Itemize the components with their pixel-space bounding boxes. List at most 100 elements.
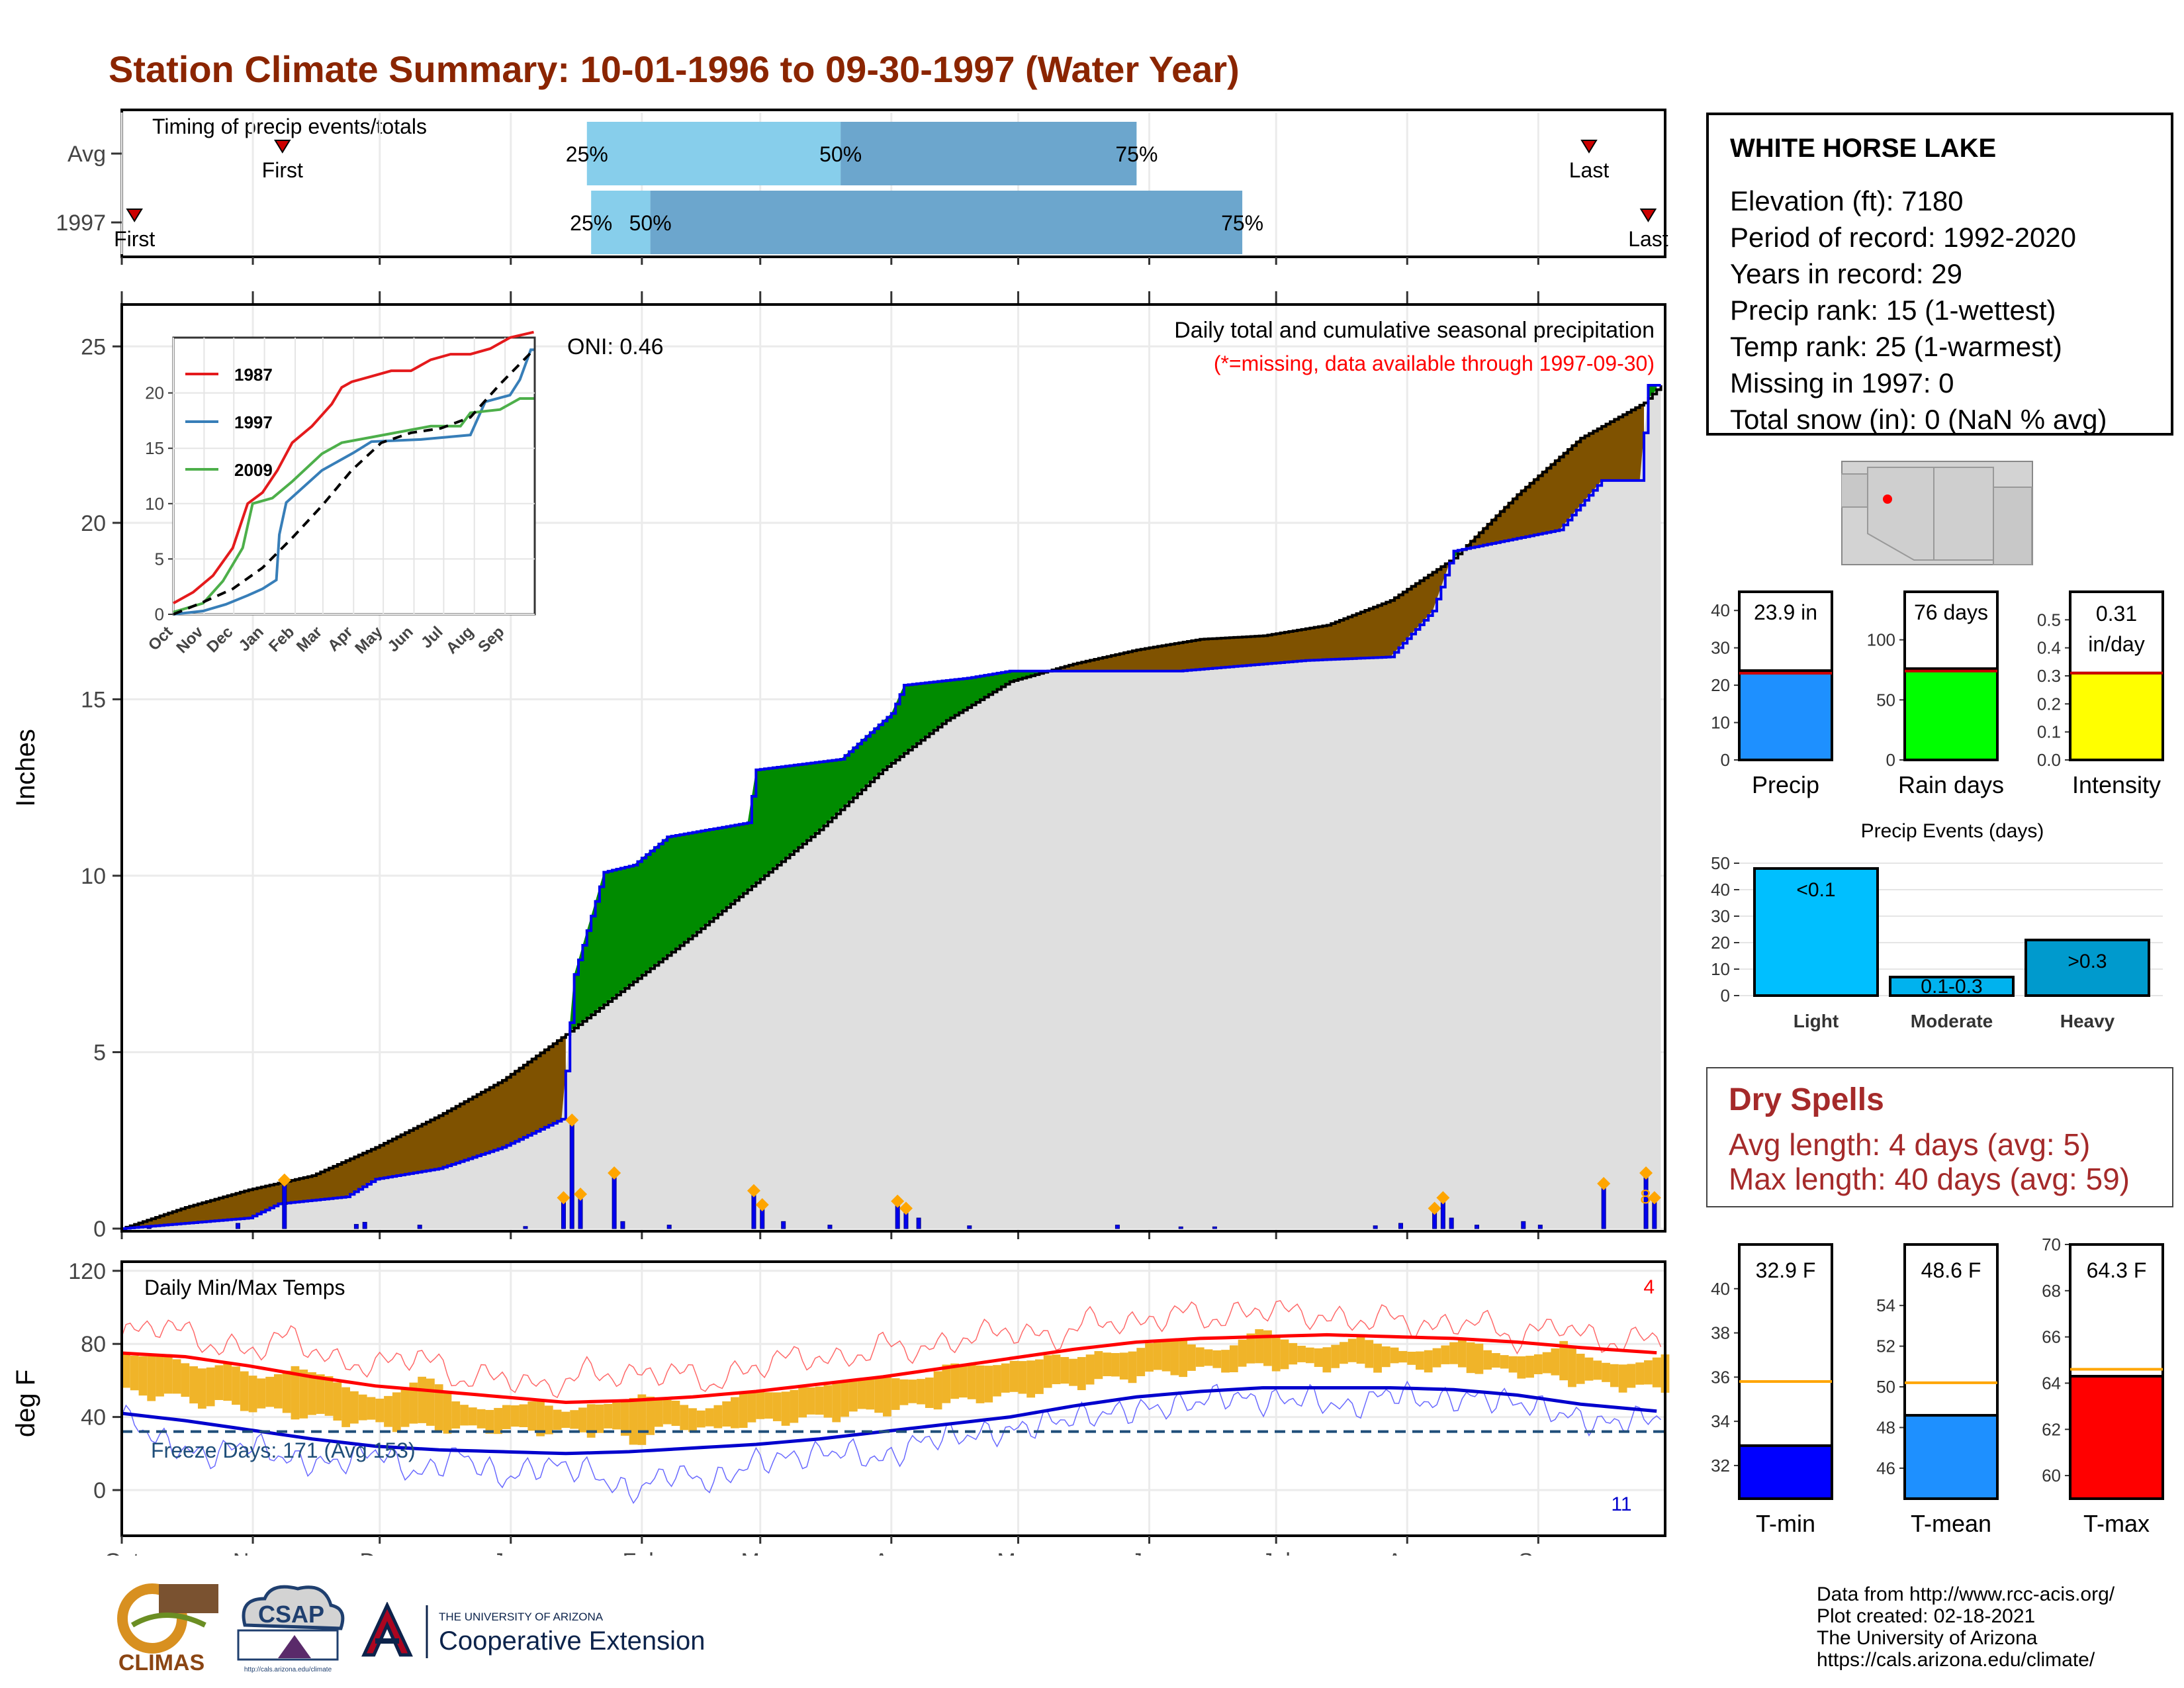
timing-p75-label: 75% bbox=[1221, 211, 1263, 235]
temp-range-bar bbox=[1263, 1330, 1272, 1366]
temp-range-bar bbox=[976, 1365, 985, 1403]
events-bar-label: >0.3 bbox=[2068, 951, 2107, 972]
summary-value-bar bbox=[2069, 671, 2164, 761]
summary-ytick-label: 0.5 bbox=[2037, 610, 2061, 630]
precip-daily-bar bbox=[827, 1225, 833, 1229]
temp-range-bar bbox=[418, 1376, 427, 1423]
temp-range-bar bbox=[1238, 1339, 1247, 1367]
timing-marker-icon bbox=[126, 209, 143, 222]
timing-row-label: Avg bbox=[68, 142, 106, 167]
timing-marker-icon bbox=[1639, 209, 1657, 222]
temp-ytick-label: 0 bbox=[93, 1478, 106, 1503]
timing-q3-bar bbox=[650, 191, 1243, 254]
temp-range-bar bbox=[248, 1376, 257, 1413]
temp-range-bar bbox=[1593, 1360, 1602, 1380]
summary-value-bar bbox=[1903, 667, 1999, 761]
summary-ytick-label: 50 bbox=[1876, 1377, 1895, 1397]
temp-range-bar bbox=[756, 1391, 765, 1419]
temp-range-bar bbox=[1145, 1343, 1154, 1372]
temp-range-bar bbox=[1331, 1344, 1340, 1368]
temp-title: Daily Min/Max Temps bbox=[144, 1276, 345, 1299]
precip-daily-bar bbox=[1212, 1226, 1217, 1229]
temp-month-label: Aug bbox=[1387, 1549, 1428, 1556]
temp-range-bar bbox=[790, 1389, 799, 1423]
temp-range-bar bbox=[147, 1356, 156, 1401]
summary-value-label: 76 days bbox=[1914, 600, 1988, 624]
temp-range-bar bbox=[1424, 1350, 1433, 1373]
summary-ytick-label: 20 bbox=[1711, 675, 1730, 695]
summary-ytick-label: 34 bbox=[1711, 1411, 1730, 1431]
temp-range-bar bbox=[1280, 1339, 1289, 1370]
temp-range-bar bbox=[1297, 1346, 1306, 1362]
precip-frame bbox=[120, 303, 1666, 1233]
temp-range-bar bbox=[544, 1405, 553, 1434]
temp-range-bar bbox=[265, 1376, 275, 1407]
arizona-shape bbox=[1867, 467, 1934, 561]
temp-range-bar bbox=[223, 1362, 232, 1401]
precip-chart: Inches 0 5 10 15 20 25 Daily total and cumula… bbox=[11, 291, 1666, 1242]
temp-range-bar bbox=[1153, 1339, 1162, 1370]
summary-category-label: Rain days bbox=[1898, 771, 2004, 798]
temp-range-bar bbox=[1542, 1352, 1551, 1374]
temp-range-bar bbox=[536, 1401, 545, 1436]
summary-ytick-label: 0.0 bbox=[2037, 750, 2061, 770]
temp-range-bar bbox=[841, 1380, 849, 1417]
precip-ytick-label: 0 bbox=[93, 1217, 106, 1242]
temp-range-bar bbox=[1305, 1347, 1314, 1364]
temp-range-bar bbox=[1077, 1357, 1086, 1391]
temp-range-bar bbox=[1204, 1349, 1213, 1366]
precip-daily-bar bbox=[578, 1196, 583, 1229]
precip-daily-marker bbox=[1639, 1166, 1653, 1180]
temp-range-bar bbox=[1069, 1358, 1077, 1386]
precip-ytick-label: 25 bbox=[81, 334, 106, 359]
temp-range-bar bbox=[1271, 1335, 1281, 1372]
temp-range-bar bbox=[655, 1398, 663, 1427]
ua-a-icon bbox=[361, 1602, 413, 1657]
temp-summary-panels: 32 34 36 38 40 32.9 F T-min 46 48 50 52 54 48.6 F T-m… bbox=[1711, 1235, 2164, 1537]
precip-daily-marker bbox=[1597, 1177, 1611, 1191]
temp-range-bar bbox=[857, 1380, 866, 1409]
timing-marker-icon bbox=[1580, 140, 1598, 154]
precip-ytick-label: 5 bbox=[93, 1040, 106, 1065]
temp-range-bar bbox=[1644, 1360, 1653, 1385]
timing-last-label: Last bbox=[1569, 158, 1610, 182]
temp-range-bar bbox=[1416, 1351, 1424, 1370]
summary-ytick-label: 60 bbox=[2042, 1466, 2061, 1485]
precip-ytick-label: 20 bbox=[81, 511, 106, 536]
temp-range-bar bbox=[1457, 1338, 1467, 1368]
temp-range-bar bbox=[578, 1407, 587, 1432]
temp-top-count: 4 bbox=[1643, 1276, 1655, 1298]
precip-daily-bar bbox=[417, 1225, 422, 1229]
temp-range-bar bbox=[1221, 1350, 1230, 1373]
summary-value-label: 64.3 F bbox=[2087, 1258, 2147, 1282]
temp-range-bar bbox=[1492, 1353, 1500, 1368]
temp-range-bar bbox=[1466, 1342, 1475, 1374]
inset-legend-label: 2009 bbox=[234, 460, 273, 480]
timing-q3-bar bbox=[841, 122, 1137, 185]
precip-daily-bar bbox=[666, 1225, 672, 1229]
temp-month-label: Feb bbox=[623, 1549, 662, 1556]
temp-range-bar bbox=[1119, 1352, 1128, 1380]
summary-value-bar bbox=[2069, 1374, 2164, 1500]
temp-range-bar bbox=[807, 1387, 815, 1415]
summary-category-label: T-mean bbox=[1911, 1510, 1991, 1537]
summary-ytick-label: 30 bbox=[1711, 638, 1730, 658]
events-category-label: Heavy bbox=[2060, 1011, 2115, 1031]
temp-month-label: Jun bbox=[1131, 1549, 1167, 1556]
inset-avg-line bbox=[173, 348, 535, 616]
temp-range-bar bbox=[299, 1369, 308, 1419]
dry-spells-box: Dry Spells Avg length: 4 days (avg: 5) M… bbox=[1706, 1067, 2173, 1207]
precip-daily-bar bbox=[561, 1199, 566, 1229]
temp-range-bar bbox=[426, 1378, 435, 1426]
temp-range-bar bbox=[282, 1370, 291, 1413]
events-ytick-label: 20 bbox=[1711, 933, 1730, 953]
timing-label: Timing of precip events/totals bbox=[152, 115, 427, 138]
temp-range-bar bbox=[460, 1405, 469, 1426]
ua-logo: THE UNIVERSITY OF ARIZONA Cooperative Ex… bbox=[361, 1602, 705, 1658]
timing-p25-label: 25% bbox=[570, 211, 612, 235]
temp-range-bar bbox=[1432, 1348, 1441, 1368]
precip-daily-bar bbox=[916, 1217, 921, 1229]
events-bar bbox=[1753, 867, 1879, 997]
precip-daily-bar bbox=[569, 1122, 574, 1229]
